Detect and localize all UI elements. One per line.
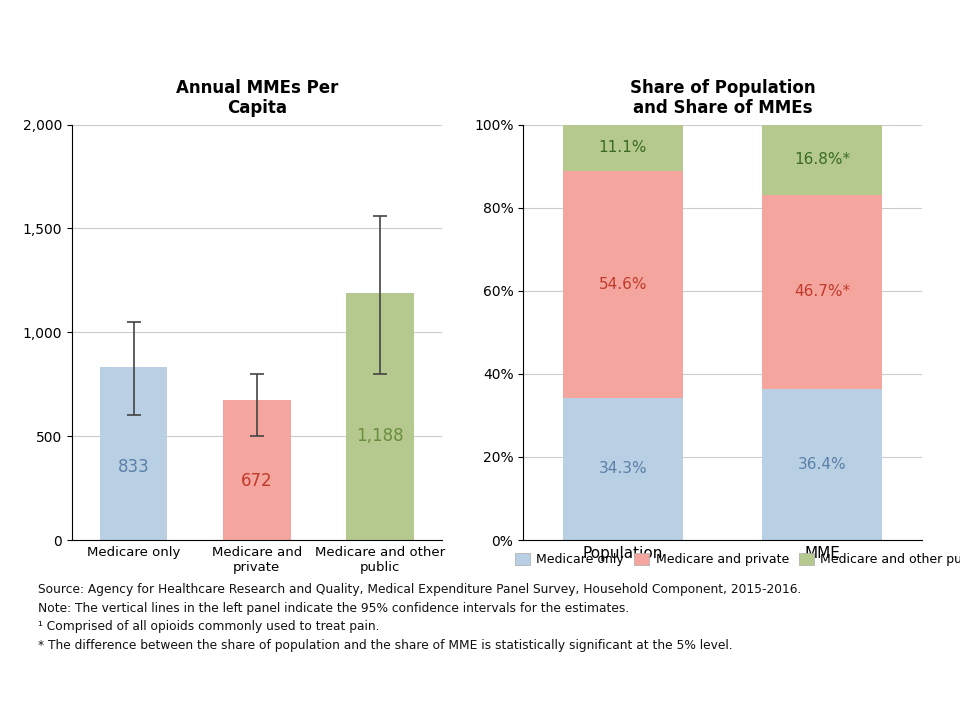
Bar (100, 367, 167, 540)
Title: Annual MMEs Per
Capita: Annual MMEs Per Capita (176, 78, 338, 117)
Bar (762, 125, 881, 195)
Text: 833: 833 (118, 459, 150, 477)
Bar (347, 293, 414, 540)
Bar (563, 125, 683, 171)
Text: 11.1%: 11.1% (599, 140, 647, 155)
Bar (762, 195, 881, 389)
Text: 672: 672 (241, 472, 273, 490)
Bar (223, 400, 291, 540)
Text: 54.6%: 54.6% (598, 276, 647, 292)
Text: Figure 6b: Annual Morphine Milligram Equivalents (MMEs) of outpatient prescripti: Figure 6b: Annual Morphine Milligram Equ… (29, 27, 797, 83)
Bar (563, 397, 683, 540)
Bar (563, 171, 683, 397)
Text: 46.7%*: 46.7%* (794, 284, 850, 300)
Bar (762, 389, 881, 540)
Text: 16.8%*: 16.8%* (794, 153, 850, 167)
Text: 36.4%: 36.4% (798, 457, 847, 472)
Legend: Medicare only, Medicare and private, Medicare and other public: Medicare only, Medicare and private, Med… (511, 549, 960, 571)
Title: Share of Population
and Share of MMEs: Share of Population and Share of MMEs (630, 78, 815, 117)
Text: 34.3%: 34.3% (598, 462, 647, 476)
Text: Source: Agency for Healthcare Research and Quality, Medical Expenditure Panel Su: Source: Agency for Healthcare Research a… (38, 583, 802, 652)
Text: 1,188: 1,188 (356, 428, 404, 446)
